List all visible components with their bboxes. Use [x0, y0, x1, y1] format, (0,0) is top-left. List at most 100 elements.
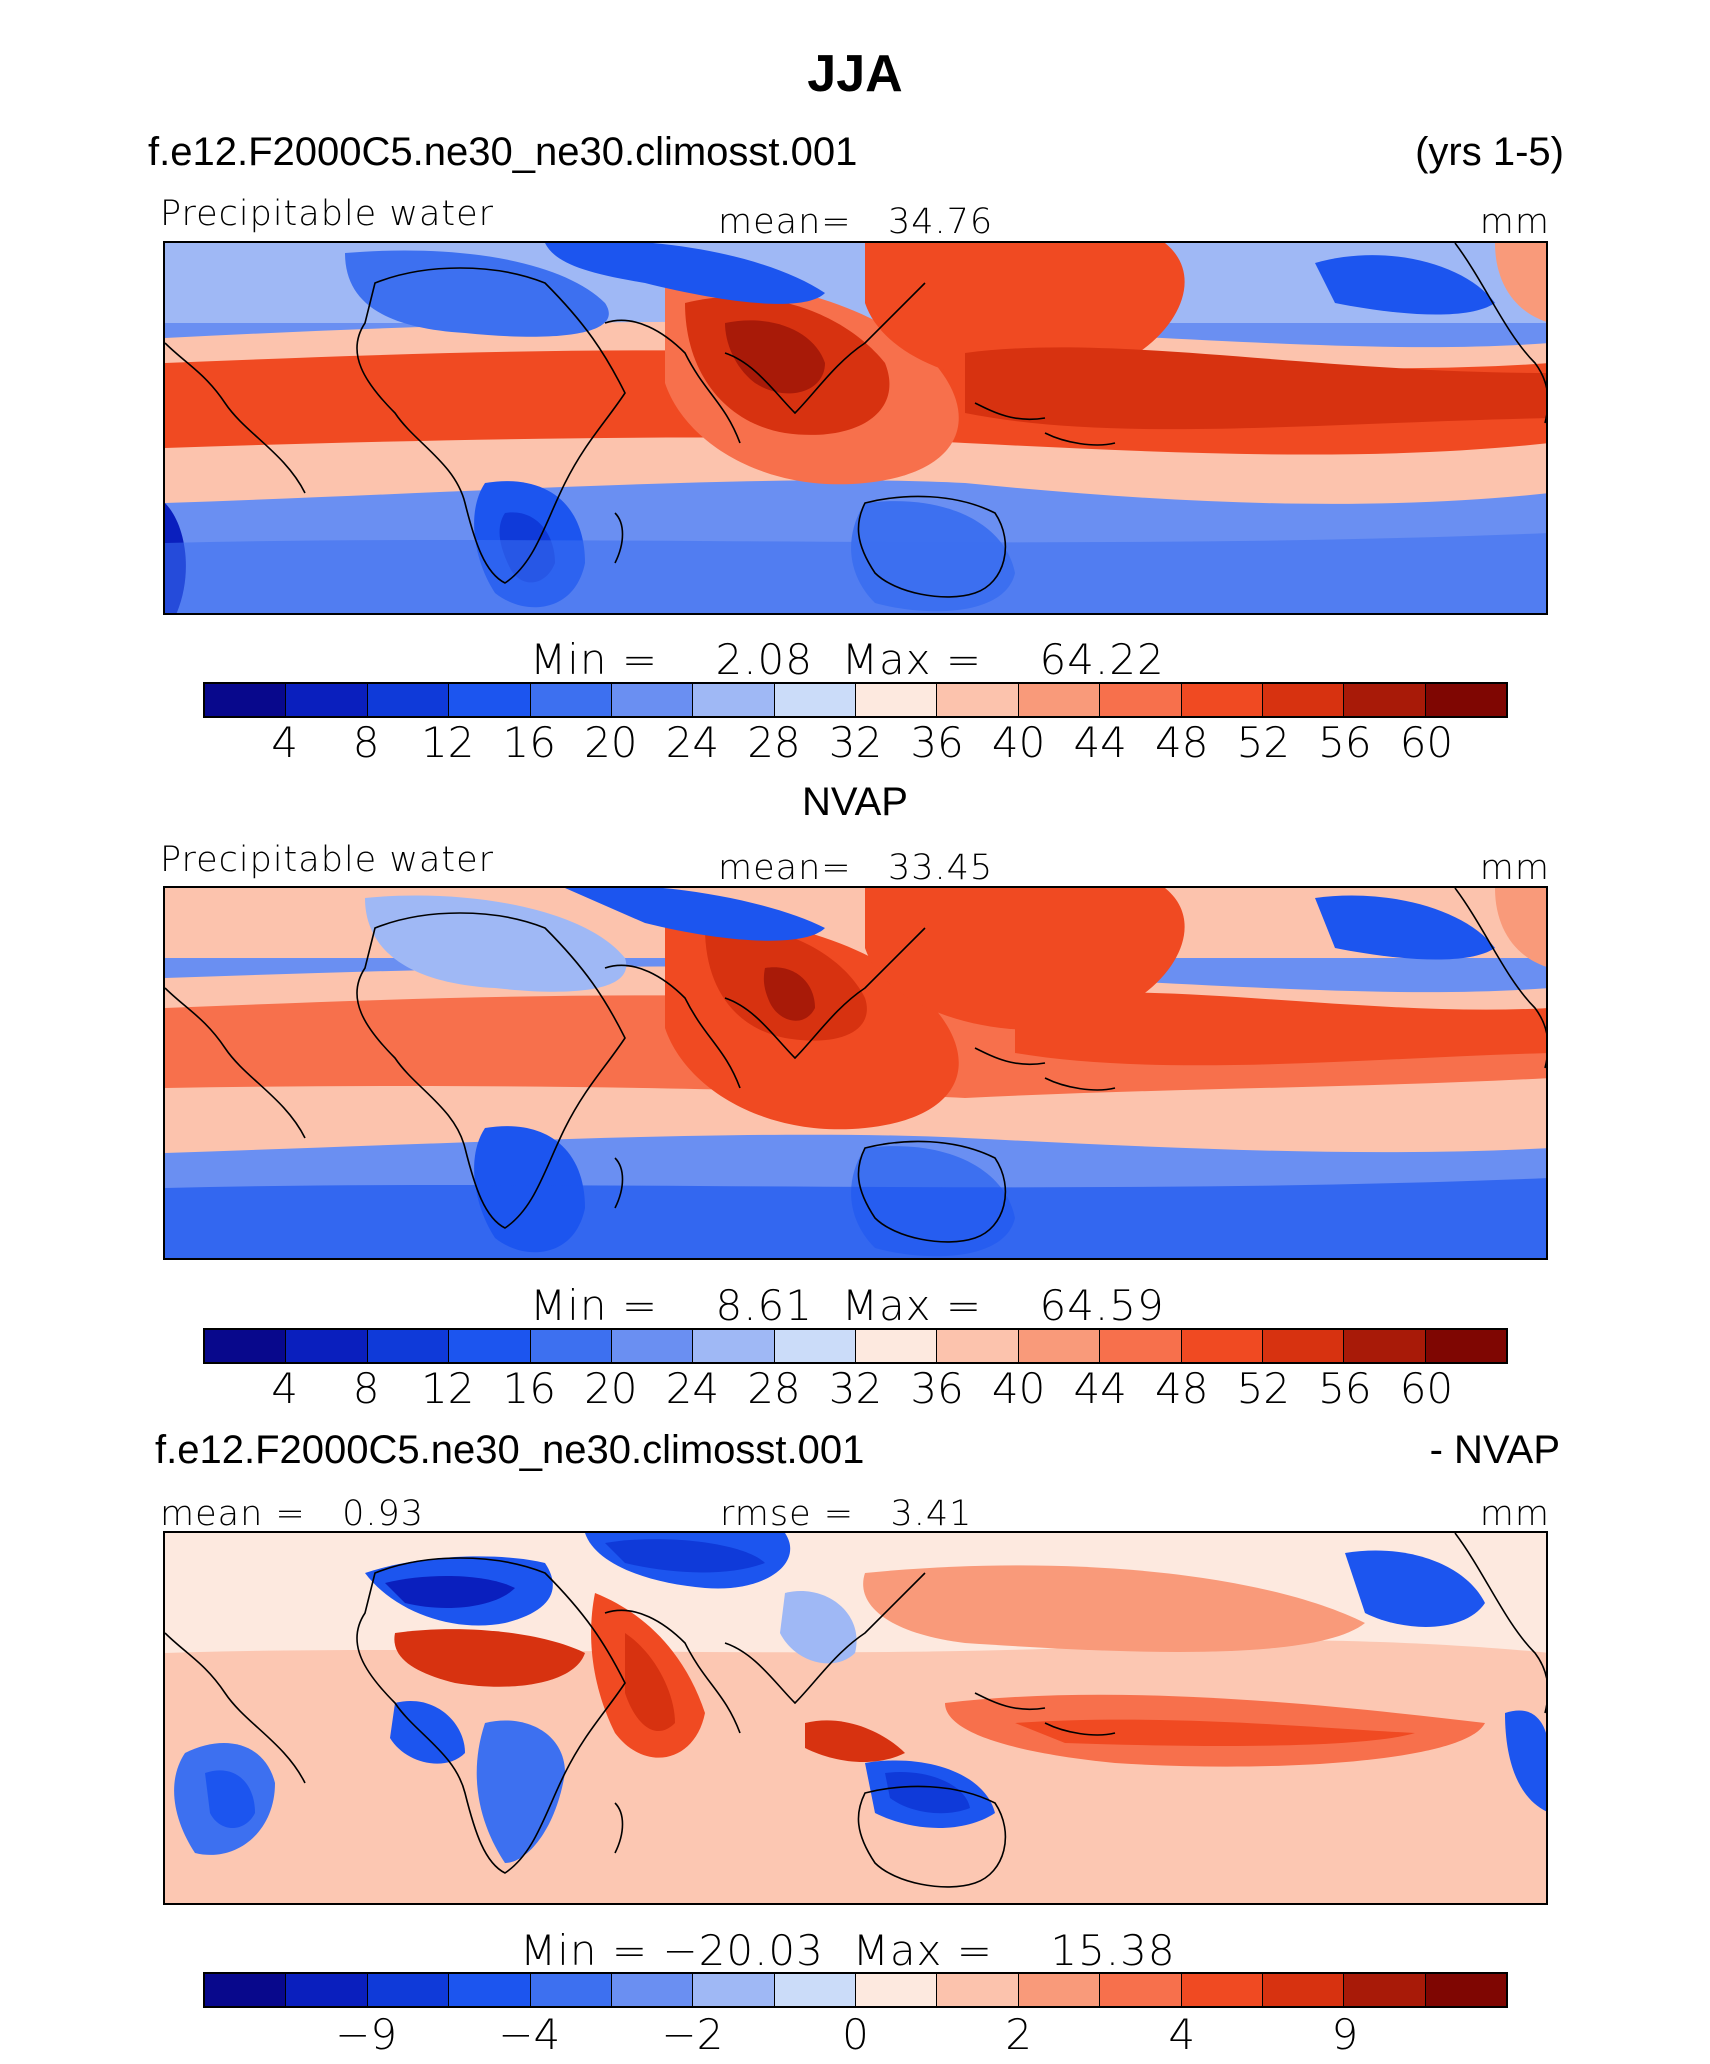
panel1-mean-label: mean=	[718, 202, 852, 242]
panel2-colorbar-tick-label: 52	[1236, 1364, 1291, 1413]
panel2-minmax: Min = 8.61 Max = 64.59	[530, 1281, 1165, 1330]
panel1-minmax: Min = 2.08 Max = 64.22	[530, 635, 1165, 684]
panel2-colorbar-swatch-3	[449, 1330, 531, 1362]
panel1-min-value: 2.08	[715, 635, 813, 684]
panel1-colorbar-swatch-13	[1262, 684, 1345, 716]
panel2-colorbar-swatch-12	[1181, 1330, 1263, 1362]
panel1-colorbar-tick-label: 52	[1236, 718, 1291, 767]
panel2-colorbar-swatch-2	[367, 1330, 450, 1362]
panel2-colorbar-swatch-13	[1262, 1330, 1345, 1362]
panel1-colorbar-tick-label: 44	[1073, 718, 1127, 767]
panel1-mean-value: 34.76	[887, 202, 994, 242]
panel3-colorbar-swatch-13	[1262, 1974, 1345, 2006]
panel3-colorbar-swatch-15	[1425, 1974, 1506, 2006]
panel2-colorbar-tick-label: 16	[502, 1364, 556, 1413]
panel1-colorbar-swatch-11	[1100, 684, 1182, 716]
panel1-colorbar-swatch-10	[1018, 684, 1101, 716]
panel2-colorbar-tick-label: 8	[352, 1364, 380, 1413]
panel1-colorbar-tick-label: 60	[1399, 718, 1454, 767]
panel2-colorbar-tick-label: 60	[1399, 1364, 1454, 1413]
panel1-max-value: 64.22	[1039, 635, 1165, 684]
panel3-rmse: rmse = 3.41	[720, 1494, 972, 1534]
panel1-variable: Precipitable water	[160, 194, 495, 234]
panel1-colorbar-tick-label: 36	[910, 718, 964, 767]
panel2-units: mm	[1479, 848, 1550, 888]
panel3-colorbar-swatch-9	[937, 1974, 1019, 2006]
panel1-colorbar-swatch-4	[530, 684, 612, 716]
panel1-colorbar-tick-label: 32	[828, 718, 883, 767]
panel3-colorbar-tick-label: 0	[842, 2010, 869, 2059]
panel2-colorbar-swatch-8	[856, 1330, 938, 1362]
panel1-colorbar-tick-label: 8	[352, 718, 380, 767]
panel3-min-value: −20.03	[662, 1926, 824, 1975]
panel3-max-label: Max =	[852, 1926, 993, 1975]
panel3-colorbar-swatch-10	[1018, 1974, 1101, 2006]
panel1-max-label: Max =	[841, 635, 983, 684]
panel3-units: mm	[1479, 1494, 1550, 1534]
figure-title: JJA	[807, 45, 903, 103]
panel3-colorbar-swatch-3	[449, 1974, 531, 2006]
panel1-colorbar-tick-label: 24	[665, 718, 720, 767]
panel1-colorbar-tick-label: 56	[1318, 718, 1372, 767]
panel2-colorbar-swatch-14	[1344, 1330, 1426, 1362]
panel2-header: NVAP	[802, 780, 908, 824]
panel3-colorbar-tick-label: −2	[661, 2010, 724, 2059]
panel3-map	[163, 1531, 1548, 1905]
panel2-colorbar-tick-label: 20	[584, 1364, 638, 1413]
panel2-colorbar-tick-label: 12	[420, 1364, 475, 1413]
panel2-max-label: Max =	[841, 1281, 983, 1330]
panel2-colorbar-swatch-1	[286, 1330, 368, 1362]
panel2-colorbar	[203, 1328, 1508, 1364]
panel2-colorbar-swatch-6	[693, 1330, 775, 1362]
panel1-colorbar-tick-label: 28	[747, 718, 801, 767]
panel1-units: mm	[1479, 202, 1550, 242]
panel3-colorbar-tick-label: 9	[1331, 2010, 1359, 2059]
panel2-mean-label: mean=	[718, 848, 852, 888]
panel3-colorbar-swatch-6	[693, 1974, 775, 2006]
panel2-variable: Precipitable water	[160, 840, 495, 880]
panel2-colorbar-swatch-7	[774, 1330, 856, 1362]
panel2-colorbar-tick-label: 48	[1155, 1364, 1209, 1413]
panel1-colorbar-tick-label: 12	[420, 718, 475, 767]
panel3-colorbar-swatch-0	[205, 1974, 287, 2006]
panel2-colorbar-swatch-0	[205, 1330, 287, 1362]
panel1-colorbar-tick-label: 20	[584, 718, 638, 767]
panel1-min-label: Min =	[530, 635, 659, 684]
panel3-colorbar-tick-label: −9	[335, 2010, 398, 2059]
panel3-rmse-value: 3.41	[890, 1494, 973, 1534]
panel2-colorbar-tick-label: 28	[747, 1364, 801, 1413]
panel1-colorbar-swatch-14	[1344, 684, 1426, 716]
panel3-mean-value: 0.93	[342, 1494, 425, 1534]
panel3-colorbar-tick-label: 2	[1005, 2010, 1032, 2059]
panel1-colorbar-tick-label: 16	[502, 718, 556, 767]
panel3-minmax: Min = −20.03 Max = 15.38	[520, 1926, 1176, 1975]
panel1-colorbar-swatch-1	[286, 684, 368, 716]
panel1-colorbar-swatch-3	[449, 684, 531, 716]
panel1-mean: mean= 34.76	[718, 202, 993, 242]
panel1-colorbar-swatch-15	[1425, 684, 1506, 716]
panel3-rmse-label: rmse =	[720, 1494, 855, 1534]
panel3-colorbar-swatch-5	[611, 1974, 694, 2006]
panel2-mean: mean= 33.45	[718, 848, 993, 888]
panel3-colorbar-swatch-14	[1344, 1974, 1426, 2006]
panel1-colorbar-swatch-2	[367, 684, 450, 716]
panel2-colorbar-swatch-11	[1100, 1330, 1182, 1362]
panel1-colorbar-swatch-5	[611, 684, 694, 716]
panel2-colorbar-swatch-10	[1018, 1330, 1101, 1362]
panel2-colorbar-tick-label: 44	[1073, 1364, 1127, 1413]
panel3-colorbar-swatch-7	[774, 1974, 856, 2006]
panel2-colorbar-tick-label: 36	[910, 1364, 964, 1413]
panel2-colorbar-swatch-9	[937, 1330, 1019, 1362]
panel1-field	[165, 243, 1546, 613]
panel2-colorbar-swatch-5	[611, 1330, 694, 1362]
panel1-colorbar-tick-label: 48	[1155, 718, 1209, 767]
panel2-colorbar-tick-label: 40	[991, 1364, 1046, 1413]
panel3-mean-label: mean =	[160, 1494, 306, 1534]
panel3-colorbar-swatch-8	[856, 1974, 938, 2006]
panel2-max-value: 64.59	[1039, 1281, 1165, 1330]
panel1-map	[163, 241, 1548, 615]
panel3-colorbar	[203, 1972, 1508, 2008]
panel1-colorbar-swatch-7	[774, 684, 856, 716]
panel1-colorbar-swatch-9	[937, 684, 1019, 716]
panel3-colorbar-tick-label: 4	[1168, 2010, 1196, 2059]
